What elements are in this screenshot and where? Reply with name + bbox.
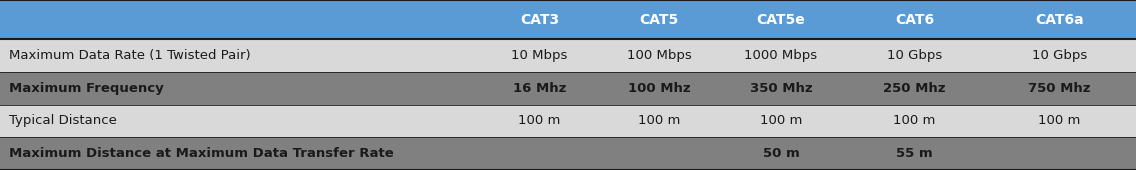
Text: Maximum Frequency: Maximum Frequency bbox=[9, 82, 164, 95]
Bar bbox=[0, 72, 1136, 105]
Text: 100 m: 100 m bbox=[637, 114, 680, 127]
Text: Maximum Distance at Maximum Data Transfer Rate: Maximum Distance at Maximum Data Transfe… bbox=[9, 147, 394, 160]
Text: 100 Mhz: 100 Mhz bbox=[627, 82, 691, 95]
Text: 10 Gbps: 10 Gbps bbox=[887, 49, 942, 62]
Text: 50 m: 50 m bbox=[762, 147, 800, 160]
Text: CAT5: CAT5 bbox=[640, 13, 678, 27]
Text: 750 Mhz: 750 Mhz bbox=[1028, 82, 1091, 95]
Text: 100 m: 100 m bbox=[518, 114, 561, 127]
Text: 55 m: 55 m bbox=[896, 147, 933, 160]
Text: CAT5e: CAT5e bbox=[757, 13, 805, 27]
Bar bbox=[0, 0, 1136, 39]
Text: 10 Mbps: 10 Mbps bbox=[511, 49, 568, 62]
Bar bbox=[0, 137, 1136, 170]
Text: 10 Gbps: 10 Gbps bbox=[1031, 49, 1087, 62]
Text: 100 m: 100 m bbox=[893, 114, 936, 127]
Text: 250 Mhz: 250 Mhz bbox=[883, 82, 946, 95]
Text: 100 Mbps: 100 Mbps bbox=[627, 49, 691, 62]
Text: Typical Distance: Typical Distance bbox=[9, 114, 117, 127]
Bar bbox=[0, 39, 1136, 72]
Text: 100 m: 100 m bbox=[1038, 114, 1080, 127]
Bar bbox=[0, 105, 1136, 137]
Text: CAT3: CAT3 bbox=[520, 13, 559, 27]
Text: Maximum Data Rate (1 Twisted Pair): Maximum Data Rate (1 Twisted Pair) bbox=[9, 49, 251, 62]
Text: CAT6: CAT6 bbox=[895, 13, 934, 27]
Text: 16 Mhz: 16 Mhz bbox=[513, 82, 566, 95]
Text: 100 m: 100 m bbox=[760, 114, 802, 127]
Text: 1000 Mbps: 1000 Mbps bbox=[744, 49, 818, 62]
Text: CAT6a: CAT6a bbox=[1035, 13, 1084, 27]
Text: 350 Mhz: 350 Mhz bbox=[750, 82, 812, 95]
